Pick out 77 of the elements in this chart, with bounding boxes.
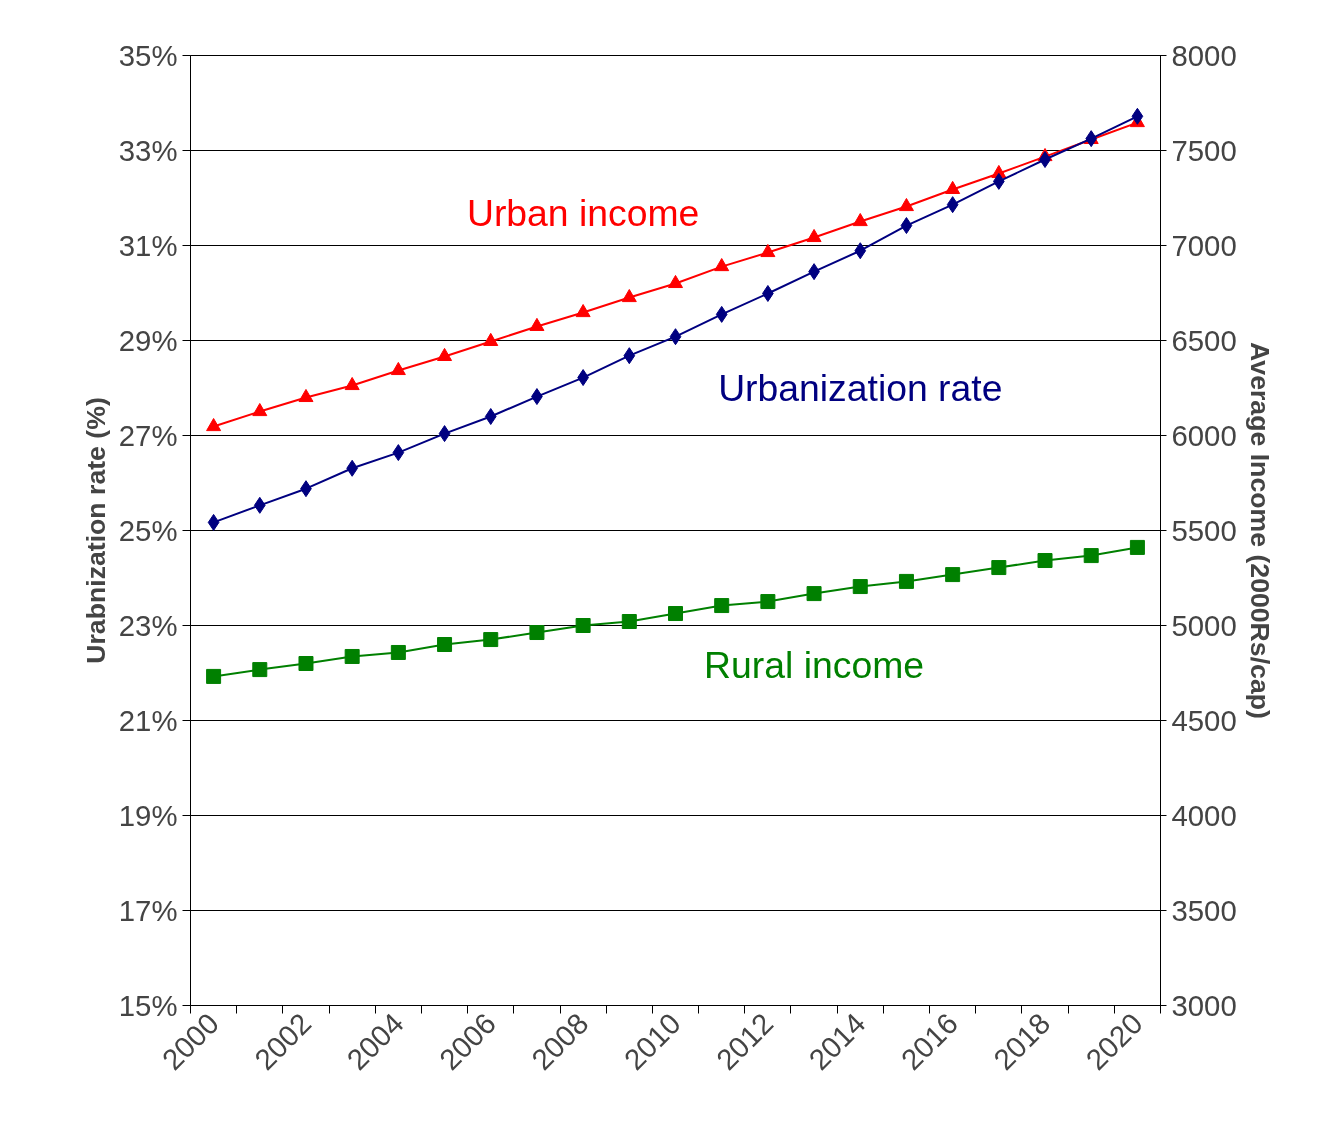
point: [392, 444, 405, 462]
point: [575, 303, 591, 318]
point: [714, 258, 730, 272]
point: [252, 662, 268, 678]
series-label: Urban income: [466, 191, 700, 234]
y-tick-label: 21%: [118, 704, 178, 737]
point: [344, 376, 360, 391]
point: [621, 614, 637, 630]
point: [438, 425, 451, 443]
point: [206, 668, 222, 684]
point: [668, 606, 683, 622]
point: [668, 274, 683, 289]
y-tick-label: 17%: [118, 894, 178, 927]
y2-tick-label: 5500: [1171, 513, 1237, 547]
point: [437, 347, 453, 361]
y-tick-label: 31%: [118, 229, 178, 262]
series-label: Urbanization rate: [718, 367, 1003, 410]
point: [344, 648, 360, 664]
point: [621, 288, 637, 303]
y2-tick-label: 4000: [1171, 798, 1237, 832]
point: [529, 625, 545, 641]
point: [852, 212, 868, 227]
y-tick-label: 33%: [118, 134, 178, 167]
point: [669, 328, 682, 346]
point: [900, 217, 913, 235]
point: [852, 579, 868, 595]
y-tick-label: 29%: [118, 324, 178, 357]
y-tick-label: 25%: [118, 514, 178, 547]
y-tick-label: 19%: [118, 799, 178, 832]
point: [437, 637, 453, 652]
point: [1037, 553, 1053, 569]
point: [575, 618, 591, 633]
point: [806, 586, 822, 602]
y2-tick-label: 7500: [1171, 133, 1237, 167]
y-tick-label: 15%: [118, 989, 178, 1022]
point: [253, 496, 266, 514]
y-axis-title: Urabnization rate (%): [80, 397, 111, 664]
point: [806, 228, 822, 243]
point: [1129, 539, 1145, 555]
y2-tick-label: 6000: [1171, 418, 1237, 452]
point: [207, 513, 220, 531]
point: [298, 656, 314, 671]
y2-tick-label: 7000: [1171, 228, 1237, 262]
point: [760, 594, 776, 610]
point: [1083, 548, 1099, 564]
point: [991, 560, 1007, 576]
y2-tick-label: 4500: [1171, 703, 1237, 737]
y-tick-label: 35%: [118, 39, 178, 72]
point: [945, 180, 961, 194]
y2-tick-label: 5000: [1171, 608, 1237, 642]
point: [623, 347, 636, 365]
point: [252, 402, 268, 417]
y2-tick-label: 6500: [1171, 323, 1237, 357]
point: [483, 632, 499, 648]
y2-axis-title: Average Income (2000Rs/cap): [1244, 342, 1275, 719]
y2-tick-label: 8000: [1171, 38, 1237, 72]
y-tick-label: 27%: [118, 419, 178, 452]
point: [1131, 107, 1144, 125]
point: [484, 408, 497, 425]
point: [760, 243, 776, 258]
point: [898, 573, 914, 589]
point: [390, 361, 406, 376]
point: [298, 388, 314, 403]
point: [483, 332, 499, 346]
point: [206, 417, 222, 432]
y2-tick-label: 3500: [1171, 893, 1237, 927]
series-label: Rural income: [704, 643, 925, 686]
point: [854, 242, 867, 260]
point: [945, 567, 961, 583]
point: [529, 317, 545, 331]
point: [715, 305, 728, 323]
point: [714, 598, 730, 614]
point: [946, 196, 959, 214]
y2-tick-label: 3000: [1171, 988, 1237, 1022]
point: [390, 644, 406, 660]
y-tick-label: 23%: [118, 609, 178, 642]
point: [898, 197, 914, 212]
